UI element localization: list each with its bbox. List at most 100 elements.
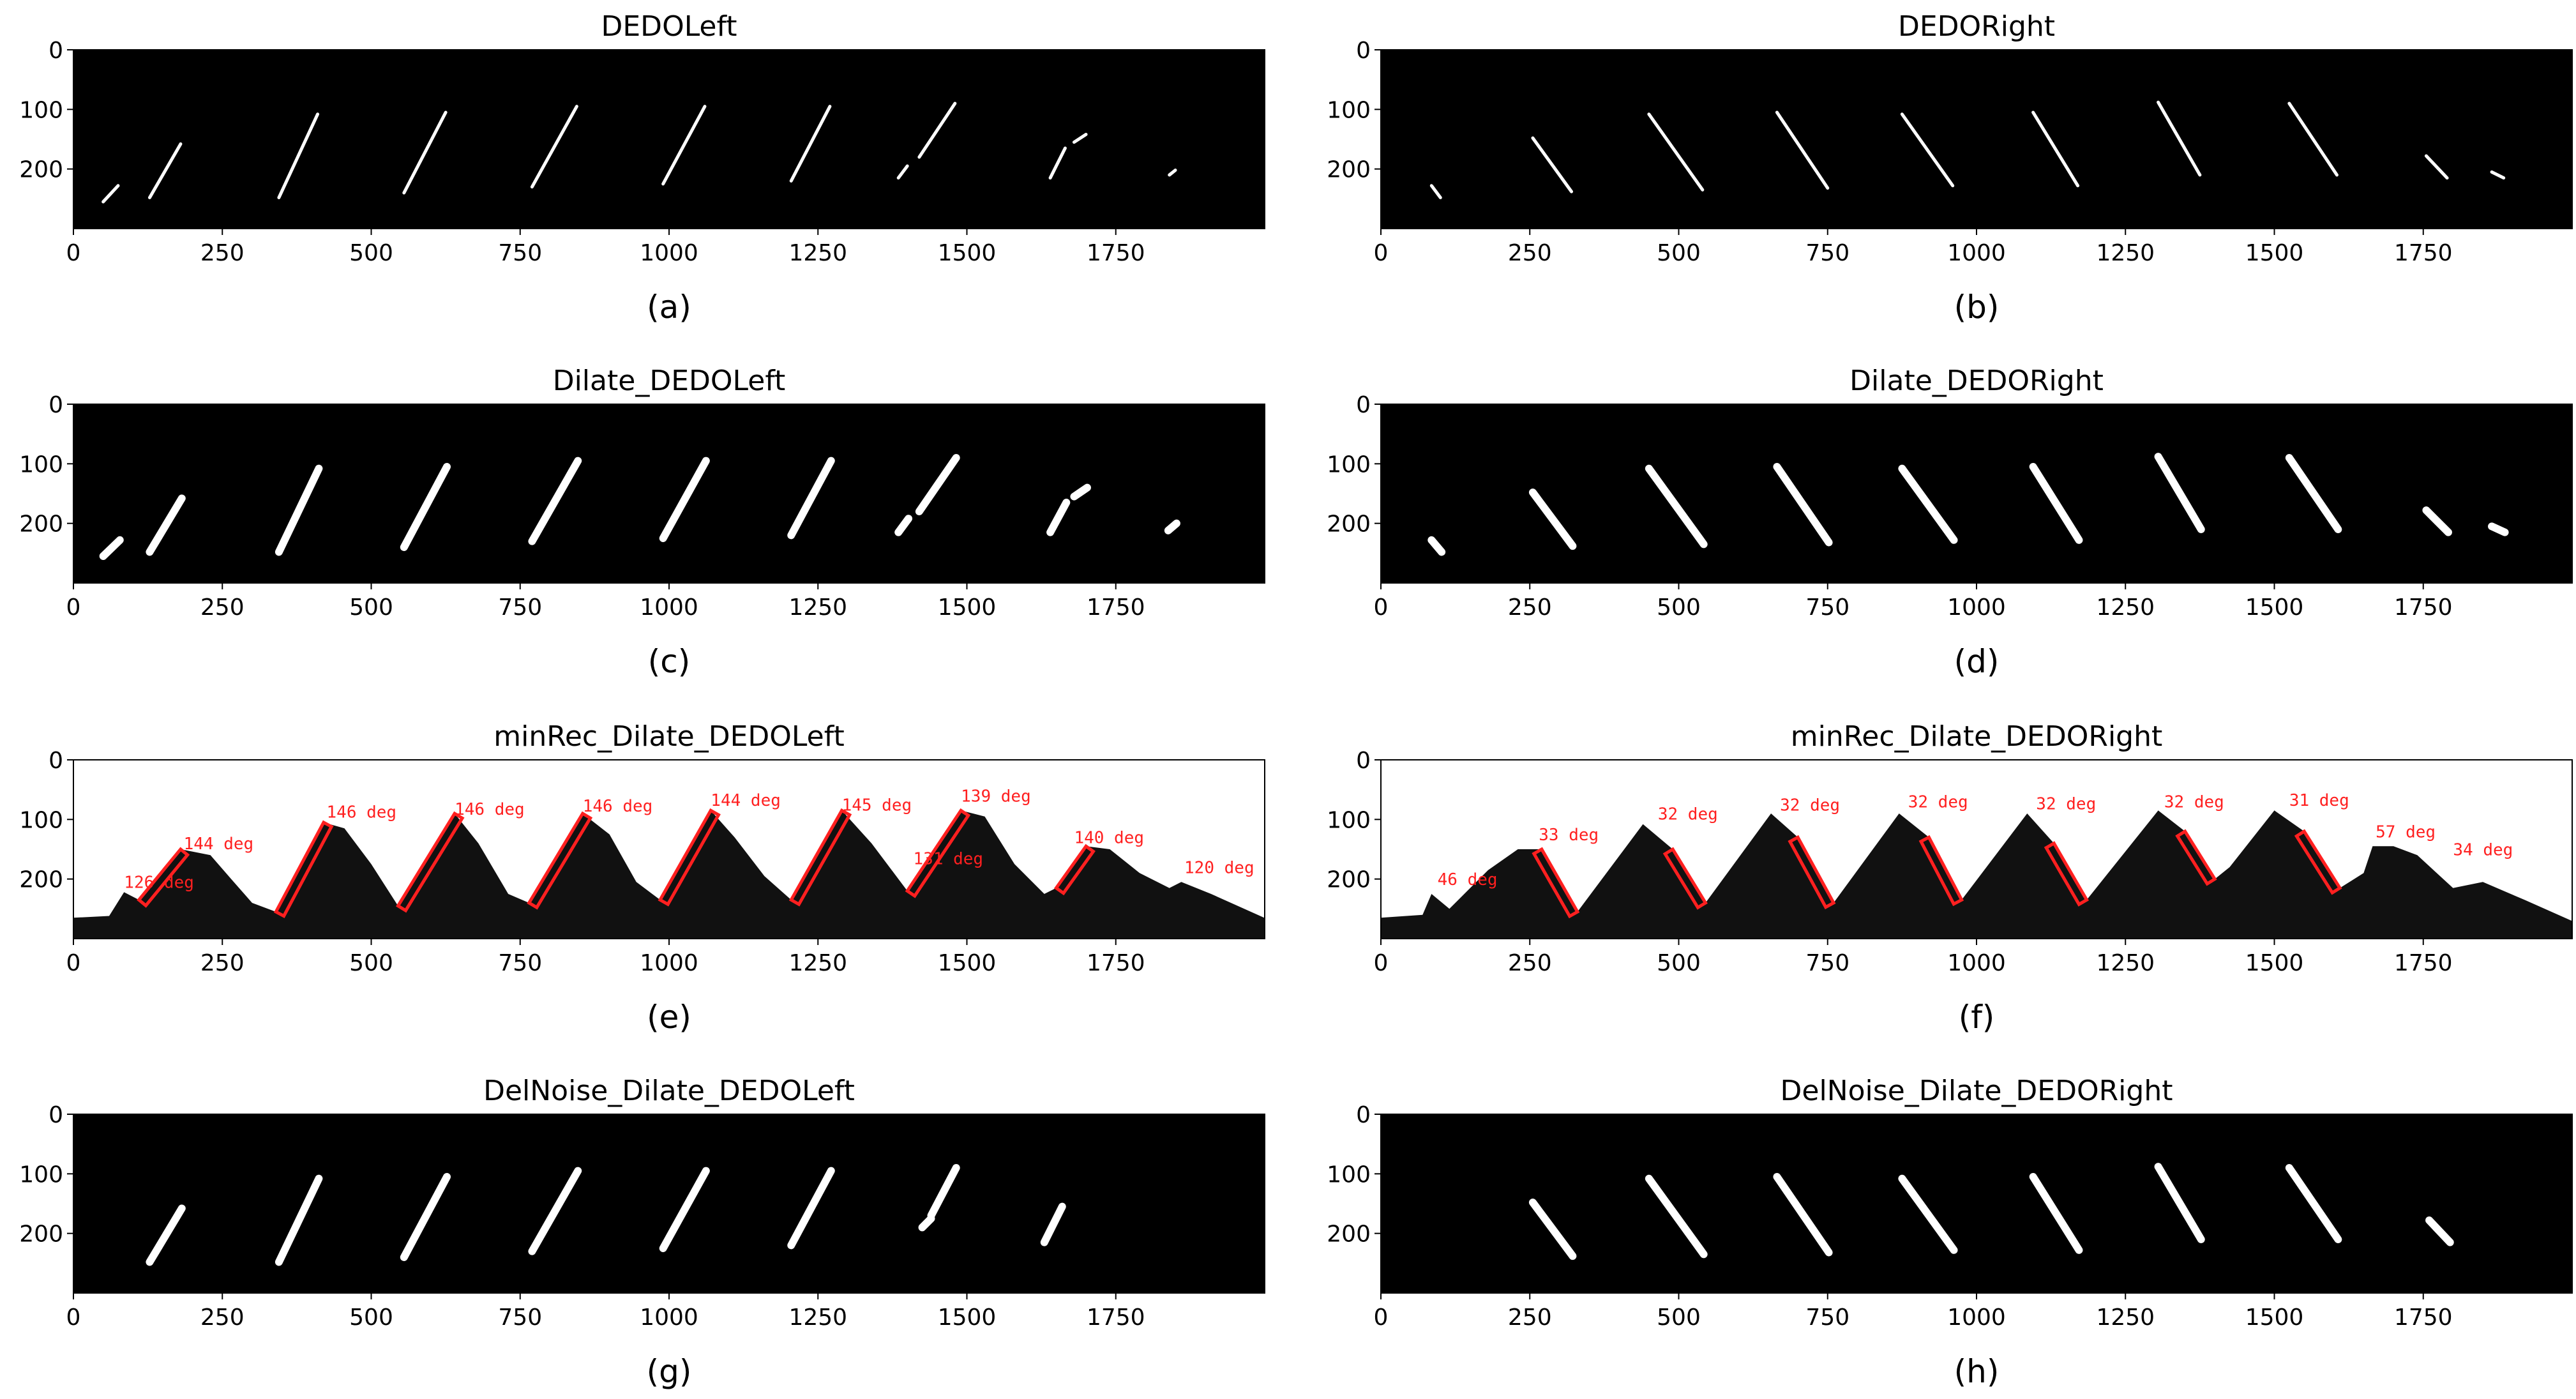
y-tick-label: 100 bbox=[1327, 807, 1371, 833]
y-tick-label: 0 bbox=[1356, 392, 1371, 418]
min-rect bbox=[1053, 843, 1096, 896]
edge-stroke bbox=[528, 1167, 582, 1255]
x-tick-label: 500 bbox=[1657, 1304, 1701, 1331]
angle-label: 31 deg bbox=[2289, 791, 2349, 810]
edge-stroke bbox=[1773, 463, 1833, 547]
x-tick-label: 1500 bbox=[2245, 594, 2304, 621]
panel-image bbox=[1381, 1114, 2572, 1293]
panel-f: minRec_Dilate_DEDORight 46 deg 33 deg 32 de… bbox=[1327, 720, 2573, 1036]
edge-stroke bbox=[275, 1174, 323, 1266]
panel-image bbox=[1381, 50, 2572, 229]
angle-label: 32 deg bbox=[1658, 805, 1718, 824]
x-tick-label: 250 bbox=[1508, 950, 1552, 976]
edge-stroke bbox=[915, 454, 960, 515]
x-tick-label: 750 bbox=[498, 1304, 542, 1331]
edge-stroke bbox=[917, 102, 957, 159]
edge-stroke bbox=[1898, 1174, 1958, 1254]
min-rect bbox=[1532, 847, 1580, 919]
x-tick-label: 0 bbox=[66, 1304, 81, 1331]
panel-title: minRec_Dilate_DEDOLeft bbox=[493, 720, 844, 753]
edge-stroke bbox=[2287, 102, 2339, 177]
x-tick-label: 1000 bbox=[640, 594, 698, 621]
panel-image: 46 deg 33 deg 32 deg 32 deg 32 deg 32 deg 32 d… bbox=[1381, 760, 2572, 939]
angle-label: 131 deg bbox=[914, 849, 984, 868]
x-tick-label: 0 bbox=[1374, 594, 1389, 621]
min-rect bbox=[658, 808, 721, 907]
panel-title: Dilate_DEDOLeft bbox=[553, 365, 786, 397]
edge-stroke bbox=[1775, 110, 1830, 190]
angle-label: 145 deg bbox=[842, 796, 912, 815]
edge-stroke bbox=[2154, 453, 2205, 533]
x-tick-label: 250 bbox=[1508, 240, 1552, 266]
x-tick-label: 500 bbox=[349, 1304, 393, 1331]
edge-stroke bbox=[147, 142, 183, 199]
y-tick-label: 100 bbox=[1327, 97, 1371, 123]
x-tick-label: 1250 bbox=[2096, 1304, 2155, 1331]
x-tick-label: 1500 bbox=[938, 1304, 997, 1331]
angle-label: 139 deg bbox=[961, 787, 1031, 806]
edge-stroke bbox=[400, 463, 451, 551]
edge-stroke bbox=[277, 112, 320, 199]
x-tick-label: 1750 bbox=[1087, 594, 1145, 621]
edge-stroke bbox=[1168, 169, 1177, 177]
y-tick-label: 0 bbox=[49, 748, 63, 774]
x-tick-label: 750 bbox=[498, 240, 542, 266]
edge-stroke bbox=[1645, 464, 1708, 548]
y-tick-label: 0 bbox=[1356, 1102, 1371, 1128]
angle-label: 146 deg bbox=[455, 800, 525, 819]
edge-stroke bbox=[1070, 483, 1091, 501]
edge-stroke bbox=[2029, 463, 2083, 544]
x-tick-label: 0 bbox=[1374, 950, 1389, 976]
edge-stroke bbox=[146, 494, 186, 556]
edge-stroke bbox=[528, 457, 582, 545]
y-tick-label: 200 bbox=[19, 867, 63, 893]
edge-stroke bbox=[661, 105, 707, 186]
panel-caption: (e) bbox=[647, 999, 691, 1036]
panel-image: 126 deg 144 deg 146 deg 146 deg 146 deg 144 d… bbox=[73, 760, 1265, 939]
edge-stroke bbox=[1040, 1202, 1066, 1246]
y-tick-label: 0 bbox=[49, 392, 63, 418]
panel-b: DEDORight 0 250 500 750 1000 1250 1500 1750 0 100 2… bbox=[1327, 10, 2573, 326]
x-tick-label: 250 bbox=[200, 1304, 245, 1331]
panel-caption: (a) bbox=[647, 289, 691, 326]
edge-stroke bbox=[787, 1167, 835, 1250]
x-tick-label: 250 bbox=[200, 950, 245, 976]
edge-stroke bbox=[2285, 1164, 2342, 1243]
x-tick-label: 1750 bbox=[2394, 594, 2453, 621]
x-tick-label: 500 bbox=[1657, 950, 1701, 976]
angle-label: 32 deg bbox=[1908, 793, 1968, 812]
edge-stroke bbox=[2422, 506, 2452, 536]
edge-stroke bbox=[1528, 1199, 1577, 1260]
edge-stroke bbox=[530, 105, 578, 189]
edge-stroke bbox=[102, 184, 120, 204]
edge-stroke bbox=[896, 164, 909, 180]
angle-label: 32 deg bbox=[2164, 793, 2224, 812]
angle-label: 32 deg bbox=[2036, 794, 2096, 813]
edge-stroke bbox=[1427, 536, 1446, 556]
min-rect bbox=[527, 811, 593, 910]
angle-label: 57 deg bbox=[2376, 822, 2436, 842]
x-tick-label: 1750 bbox=[1087, 1304, 1145, 1331]
y-tick-label: 0 bbox=[1356, 748, 1371, 774]
edge-stroke bbox=[1048, 146, 1067, 180]
x-tick-label: 1500 bbox=[938, 950, 997, 976]
x-tick-label: 1000 bbox=[640, 950, 698, 976]
edge-stroke bbox=[1645, 1174, 1708, 1259]
x-tick-label: 1750 bbox=[1087, 950, 1145, 976]
angle-label: 146 deg bbox=[327, 803, 397, 822]
y-tick-label: 100 bbox=[19, 97, 63, 123]
edge-stroke bbox=[927, 1164, 960, 1220]
edge-stroke bbox=[787, 457, 835, 540]
edge-stroke bbox=[918, 1214, 935, 1232]
panel-caption: (g) bbox=[647, 1353, 692, 1390]
edge-stroke bbox=[275, 464, 323, 556]
y-tick-label: 200 bbox=[1327, 511, 1371, 538]
edge-stroke bbox=[2424, 154, 2449, 180]
x-tick-label: 1000 bbox=[1947, 950, 2006, 976]
y-tick-label: 100 bbox=[1327, 1161, 1371, 1188]
x-tick-label: 500 bbox=[349, 240, 393, 266]
x-tick-label: 1750 bbox=[2394, 240, 2453, 266]
x-tick-label: 0 bbox=[66, 594, 81, 621]
